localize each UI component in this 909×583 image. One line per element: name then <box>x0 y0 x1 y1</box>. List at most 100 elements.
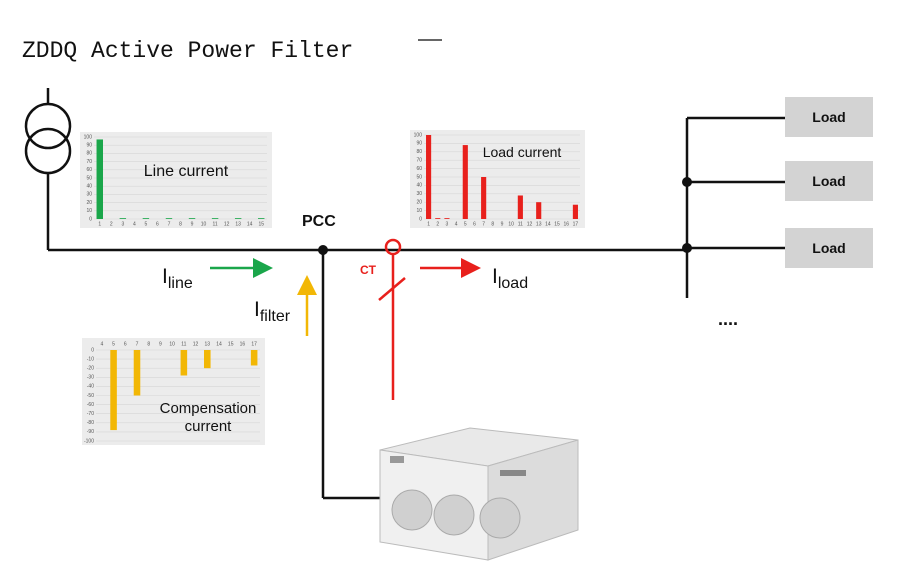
x-tick-label: 12 <box>527 221 533 227</box>
y-tick-label: 60 <box>416 166 422 172</box>
bar <box>426 135 432 219</box>
symbol: I <box>254 298 260 321</box>
x-tick-label: 8 <box>179 221 182 227</box>
x-tick-label: 6 <box>473 221 476 227</box>
chart-background <box>82 338 265 445</box>
x-tick-label: 16 <box>240 341 246 347</box>
x-tick-label: 11 <box>181 341 186 347</box>
bar <box>234 218 242 219</box>
x-tick-label: 13 <box>235 221 241 227</box>
x-tick-label: 10 <box>508 221 514 227</box>
bar <box>517 195 523 219</box>
y-tick-label: 70 <box>86 159 92 165</box>
y-tick-label: 70 <box>416 158 422 164</box>
load-label: Load <box>812 240 845 256</box>
chart-title: Line current <box>144 163 229 180</box>
title-line: Compensation <box>160 400 257 417</box>
x-tick-label: 4 <box>133 221 136 227</box>
chart-title: Load current <box>483 144 562 160</box>
current-label: Iline <box>162 265 193 292</box>
x-tick-label: 7 <box>136 341 139 347</box>
bar <box>536 202 542 219</box>
y-tick-label: 0 <box>91 347 94 353</box>
current-label: Iload <box>492 265 528 292</box>
bar <box>444 218 450 219</box>
x-tick-label: 8 <box>147 341 150 347</box>
bar <box>462 145 468 219</box>
x-tick-label: 5 <box>112 341 115 347</box>
x-tick-label: 9 <box>191 221 194 227</box>
x-tick-label: 16 <box>563 221 569 227</box>
x-tick-label: 9 <box>159 341 162 347</box>
y-tick-label: 80 <box>416 149 422 155</box>
x-tick-label: 1 <box>427 221 430 227</box>
y-tick-label: 50 <box>86 175 92 181</box>
x-tick-label: 14 <box>216 341 222 347</box>
y-tick-label: 90 <box>86 143 92 149</box>
y-tick-label: 20 <box>86 200 92 206</box>
y-tick-label: 40 <box>416 183 422 189</box>
page-title: ZDDQ Active Power Filter <box>22 38 353 64</box>
y-tick-label: 100 <box>414 132 423 138</box>
x-tick-label: 4 <box>455 221 458 227</box>
y-tick-label: 30 <box>86 192 92 198</box>
y-tick-label: 10 <box>86 208 92 214</box>
subscript: filter <box>260 308 291 325</box>
ct-label: CT <box>360 263 377 277</box>
bar <box>165 218 173 219</box>
wiring <box>24 88 785 500</box>
x-tick-label: 14 <box>545 221 551 227</box>
x-tick-label: 9 <box>501 221 504 227</box>
apf-device <box>379 427 579 561</box>
y-tick-label: -80 <box>87 420 94 426</box>
pcc-label: PCC <box>302 213 336 230</box>
x-tick-label: 3 <box>121 221 124 227</box>
x-tick-label: 10 <box>169 341 175 347</box>
y-tick-label: 40 <box>86 184 92 190</box>
x-tick-label: 12 <box>224 221 230 227</box>
x-tick-label: 6 <box>156 221 159 227</box>
y-tick-label: 100 <box>84 134 93 140</box>
load-box: Load <box>785 228 873 268</box>
x-tick-label: 15 <box>554 221 560 227</box>
x-tick-label: 11 <box>518 221 523 227</box>
y-tick-label: 30 <box>416 191 422 197</box>
bar <box>142 218 150 219</box>
x-tick-label: 1 <box>98 221 101 227</box>
load-box: Load <box>785 97 873 137</box>
bar <box>572 204 578 219</box>
bar <box>180 350 188 376</box>
bar <box>204 350 211 369</box>
mini-chart: 0 -10 -20 -30 -40 -50 -60 -70 -80 -90 -100 4 5 6 7 8 9 10… <box>82 338 265 445</box>
y-tick-label: -10 <box>87 356 94 362</box>
chart-title: Compensation current <box>160 400 257 435</box>
load-box: Load <box>785 161 873 201</box>
y-tick-label: 0 <box>419 216 422 222</box>
x-tick-label: 5 <box>464 221 467 227</box>
y-tick-label: -60 <box>87 402 94 408</box>
subscript: line <box>168 275 193 292</box>
bar <box>258 218 265 219</box>
bar <box>133 350 141 396</box>
y-tick-label: 0 <box>89 216 92 222</box>
chart-background <box>410 130 585 228</box>
bar <box>96 139 103 219</box>
y-tick-label: -50 <box>87 393 94 399</box>
pcc-node <box>318 245 328 255</box>
bus-node <box>682 243 692 253</box>
y-tick-label: 50 <box>416 174 422 180</box>
y-tick-label: 90 <box>416 141 422 147</box>
bar <box>110 350 117 431</box>
title-line: Load current <box>483 144 562 160</box>
chart-background <box>80 132 272 228</box>
bar <box>250 350 258 366</box>
x-tick-label: 8 <box>491 221 494 227</box>
x-tick-label: 13 <box>536 221 542 227</box>
bus-node <box>682 177 692 187</box>
x-tick-label: 15 <box>258 221 264 227</box>
bar <box>211 218 219 219</box>
y-tick-label: -100 <box>84 438 94 444</box>
x-tick-label: 17 <box>573 221 579 227</box>
